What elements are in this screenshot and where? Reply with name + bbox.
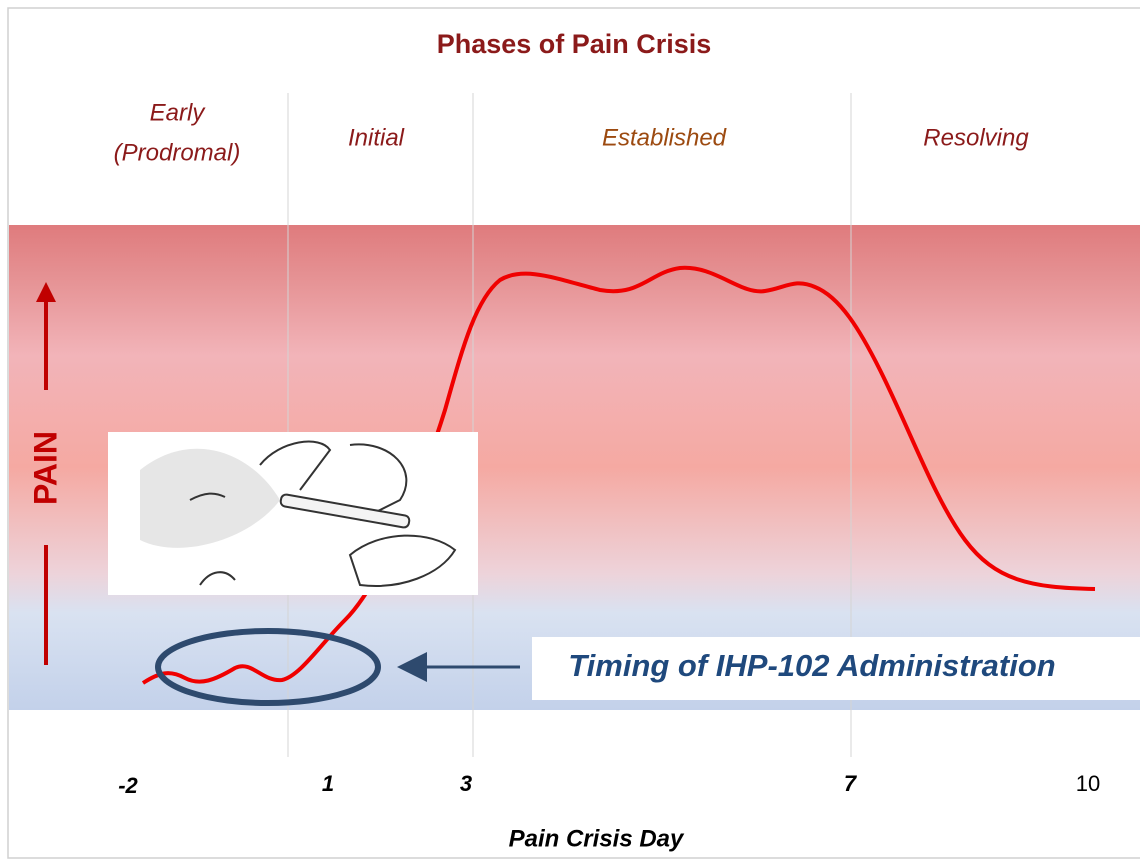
y-label: PAIN [27,431,63,505]
x-tick-label: 3 [460,771,472,796]
phase-label: (Prodromal) [114,139,241,166]
injection-illustration [108,432,478,595]
x-tick-label: 7 [844,771,858,796]
x-tick-label: 1 [322,771,334,796]
diagram: Phases of Pain Crisis Early (Prodromal) … [0,0,1140,864]
x-label: Pain Crisis Day [509,825,685,852]
phase-label: Established [602,124,727,151]
x-tick-label: 10 [1076,771,1100,796]
phase-label: Early [150,99,207,126]
x-tick-label: -2 [118,773,138,798]
phase-label: Resolving [923,124,1029,151]
phase-label: Initial [348,124,405,151]
annotation: Timing of IHP-102 Administration [568,648,1055,683]
title: Phases of Pain Crisis [437,29,712,59]
